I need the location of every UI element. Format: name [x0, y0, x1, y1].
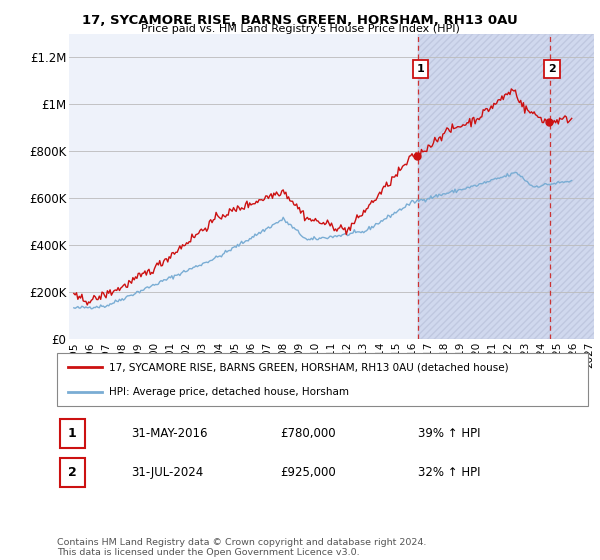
Text: 1: 1	[68, 427, 77, 440]
Text: Contains HM Land Registry data © Crown copyright and database right 2024.
This d: Contains HM Land Registry data © Crown c…	[57, 538, 427, 557]
Text: 31-MAY-2016: 31-MAY-2016	[131, 427, 208, 440]
Text: 39% ↑ HPI: 39% ↑ HPI	[418, 427, 481, 440]
Text: 2: 2	[548, 64, 556, 74]
Text: £925,000: £925,000	[280, 466, 336, 479]
Text: 1: 1	[416, 64, 424, 74]
Text: 2: 2	[68, 466, 77, 479]
FancyBboxPatch shape	[57, 353, 588, 406]
Text: HPI: Average price, detached house, Horsham: HPI: Average price, detached house, Hors…	[109, 386, 349, 396]
Text: Price paid vs. HM Land Registry's House Price Index (HPI): Price paid vs. HM Land Registry's House …	[140, 24, 460, 34]
Text: £780,000: £780,000	[280, 427, 335, 440]
Text: 31-JUL-2024: 31-JUL-2024	[131, 466, 203, 479]
Bar	[550, 34, 597, 339]
Text: 17, SYCAMORE RISE, BARNS GREEN, HORSHAM, RH13 0AU (detached house): 17, SYCAMORE RISE, BARNS GREEN, HORSHAM,…	[109, 362, 509, 372]
FancyBboxPatch shape	[59, 458, 85, 487]
Bar	[418, 34, 550, 339]
Text: 32% ↑ HPI: 32% ↑ HPI	[418, 466, 481, 479]
Text: 17, SYCAMORE RISE, BARNS GREEN, HORSHAM, RH13 0AU: 17, SYCAMORE RISE, BARNS GREEN, HORSHAM,…	[82, 14, 518, 27]
FancyBboxPatch shape	[59, 419, 85, 448]
